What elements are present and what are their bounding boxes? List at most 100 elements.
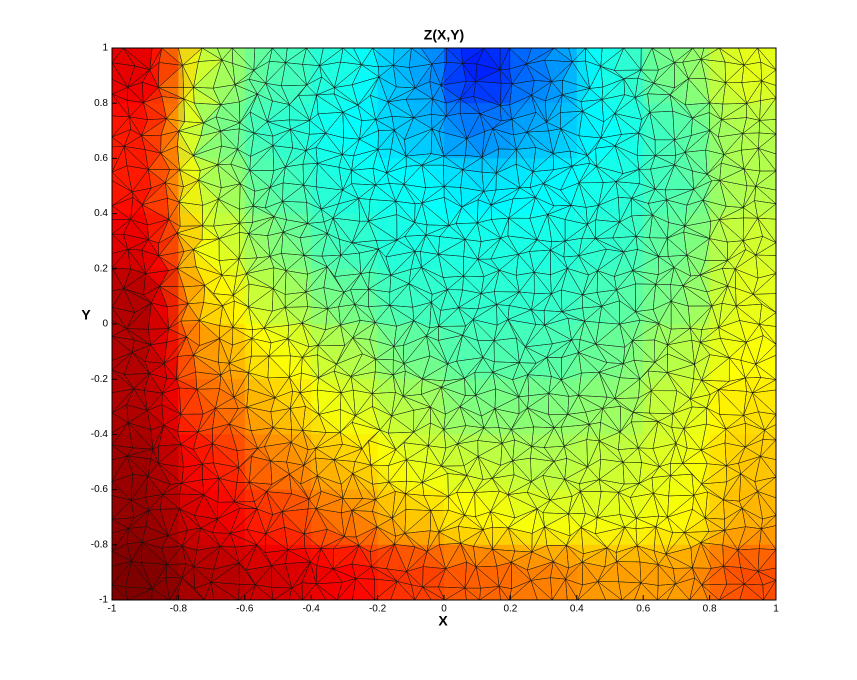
mesh-triangle [372,149,387,173]
mesh-triangle [392,116,414,131]
mesh-triangle [619,215,637,237]
mesh-triangle [272,145,286,171]
mesh-triangle [546,112,561,129]
mesh-triangle [342,137,360,155]
mesh-triangle [151,286,168,307]
mesh-triangle [686,189,703,206]
mesh-triangle [148,169,170,183]
mesh-triangle [743,218,763,241]
mesh-triangle [544,310,562,326]
mesh-triangle [462,155,483,170]
mesh-triangle [759,304,776,325]
mesh-triangle [670,267,684,286]
mesh-triangle [736,294,762,306]
mesh-triangle [550,240,566,257]
mesh-triangle [378,76,397,102]
mesh-triangle [495,173,520,191]
mesh-triangle [579,166,604,183]
mesh-triangle [741,148,759,169]
mesh-triangle [148,153,170,170]
mesh-triangle [307,209,325,224]
mesh-triangle [165,182,184,203]
mesh-triangle [693,180,712,201]
mesh-triangle [219,258,240,276]
mesh-triangle [480,105,502,121]
mesh-triangle [248,283,274,307]
mesh-triangle [409,48,432,68]
mesh-triangle [343,289,355,305]
mesh-triangle [477,219,501,239]
mesh-triangle [112,87,128,101]
mesh-triangle [375,116,395,131]
mesh-triangle [599,306,620,325]
mesh-triangle [431,302,441,327]
mesh-triangle [272,48,288,63]
mesh-triangle [458,307,474,327]
mesh-triangle [743,168,760,187]
mesh-triangle [649,94,673,113]
mesh-triangle [578,111,601,138]
mesh-triangle [213,59,236,89]
mesh-triangle [285,147,306,167]
mesh-triangle [547,205,572,220]
mesh-triangle [199,320,220,346]
mesh-triangle [632,249,659,271]
mesh-triangle [309,113,326,134]
mesh-triangle [761,69,776,86]
mesh-triangle [551,289,562,312]
mesh-triangle [112,129,131,147]
x-tick-label: -1 [108,604,117,615]
y-tick-label: 0.4 [94,208,108,219]
mesh-triangle [187,302,204,321]
mesh-triangle [352,240,379,250]
mesh-triangle [289,119,310,130]
mesh-triangle [616,270,636,290]
mesh-triangle [334,62,362,88]
mesh-triangle [159,48,183,66]
mesh-triangle [145,149,161,170]
mesh-triangle [177,249,197,269]
mesh-triangle [237,133,255,157]
mesh-triangle [324,218,334,234]
mesh-triangle [601,94,625,114]
mesh-triangle [168,202,181,227]
mesh-triangle [531,81,552,101]
mesh-triangle [456,207,478,224]
chart-title: Z(X,Y) [424,27,464,43]
mesh-triangle [513,132,527,150]
mesh-triangle [438,239,466,257]
mesh-triangle [248,79,266,95]
mesh-triangle [298,85,317,96]
mesh-triangle [386,149,407,173]
mesh-triangle [213,223,240,239]
mesh-triangle [658,256,675,275]
mesh-triangle [709,112,722,131]
mesh-triangle [123,234,149,250]
mesh-triangle [368,199,396,222]
mesh-triangle [685,78,710,105]
mesh-triangle [490,238,519,260]
mesh-triangle [123,273,146,296]
mesh-triangle [286,255,308,275]
mesh-triangle [482,172,497,192]
mesh-triangle [719,206,744,220]
mesh-triangle [567,268,589,295]
mesh-triangle [565,238,583,256]
mesh-triangle [369,249,391,276]
x-tick-label: -0.4 [303,604,321,615]
mesh-triangle [755,255,776,279]
mesh-triangle [283,166,304,186]
mesh-triangle [321,209,334,222]
mesh-triangle [615,169,640,184]
mesh-triangle [148,328,169,345]
mesh-triangle [494,270,520,292]
mesh-triangle [302,150,318,165]
mesh-triangle [306,76,322,96]
mesh-triangle [253,61,270,84]
mesh-triangle [579,182,604,206]
y-tick-label: 1 [102,43,108,54]
mesh-triangle [217,48,233,60]
mesh-triangle [623,249,638,271]
mesh-triangle [319,62,341,88]
